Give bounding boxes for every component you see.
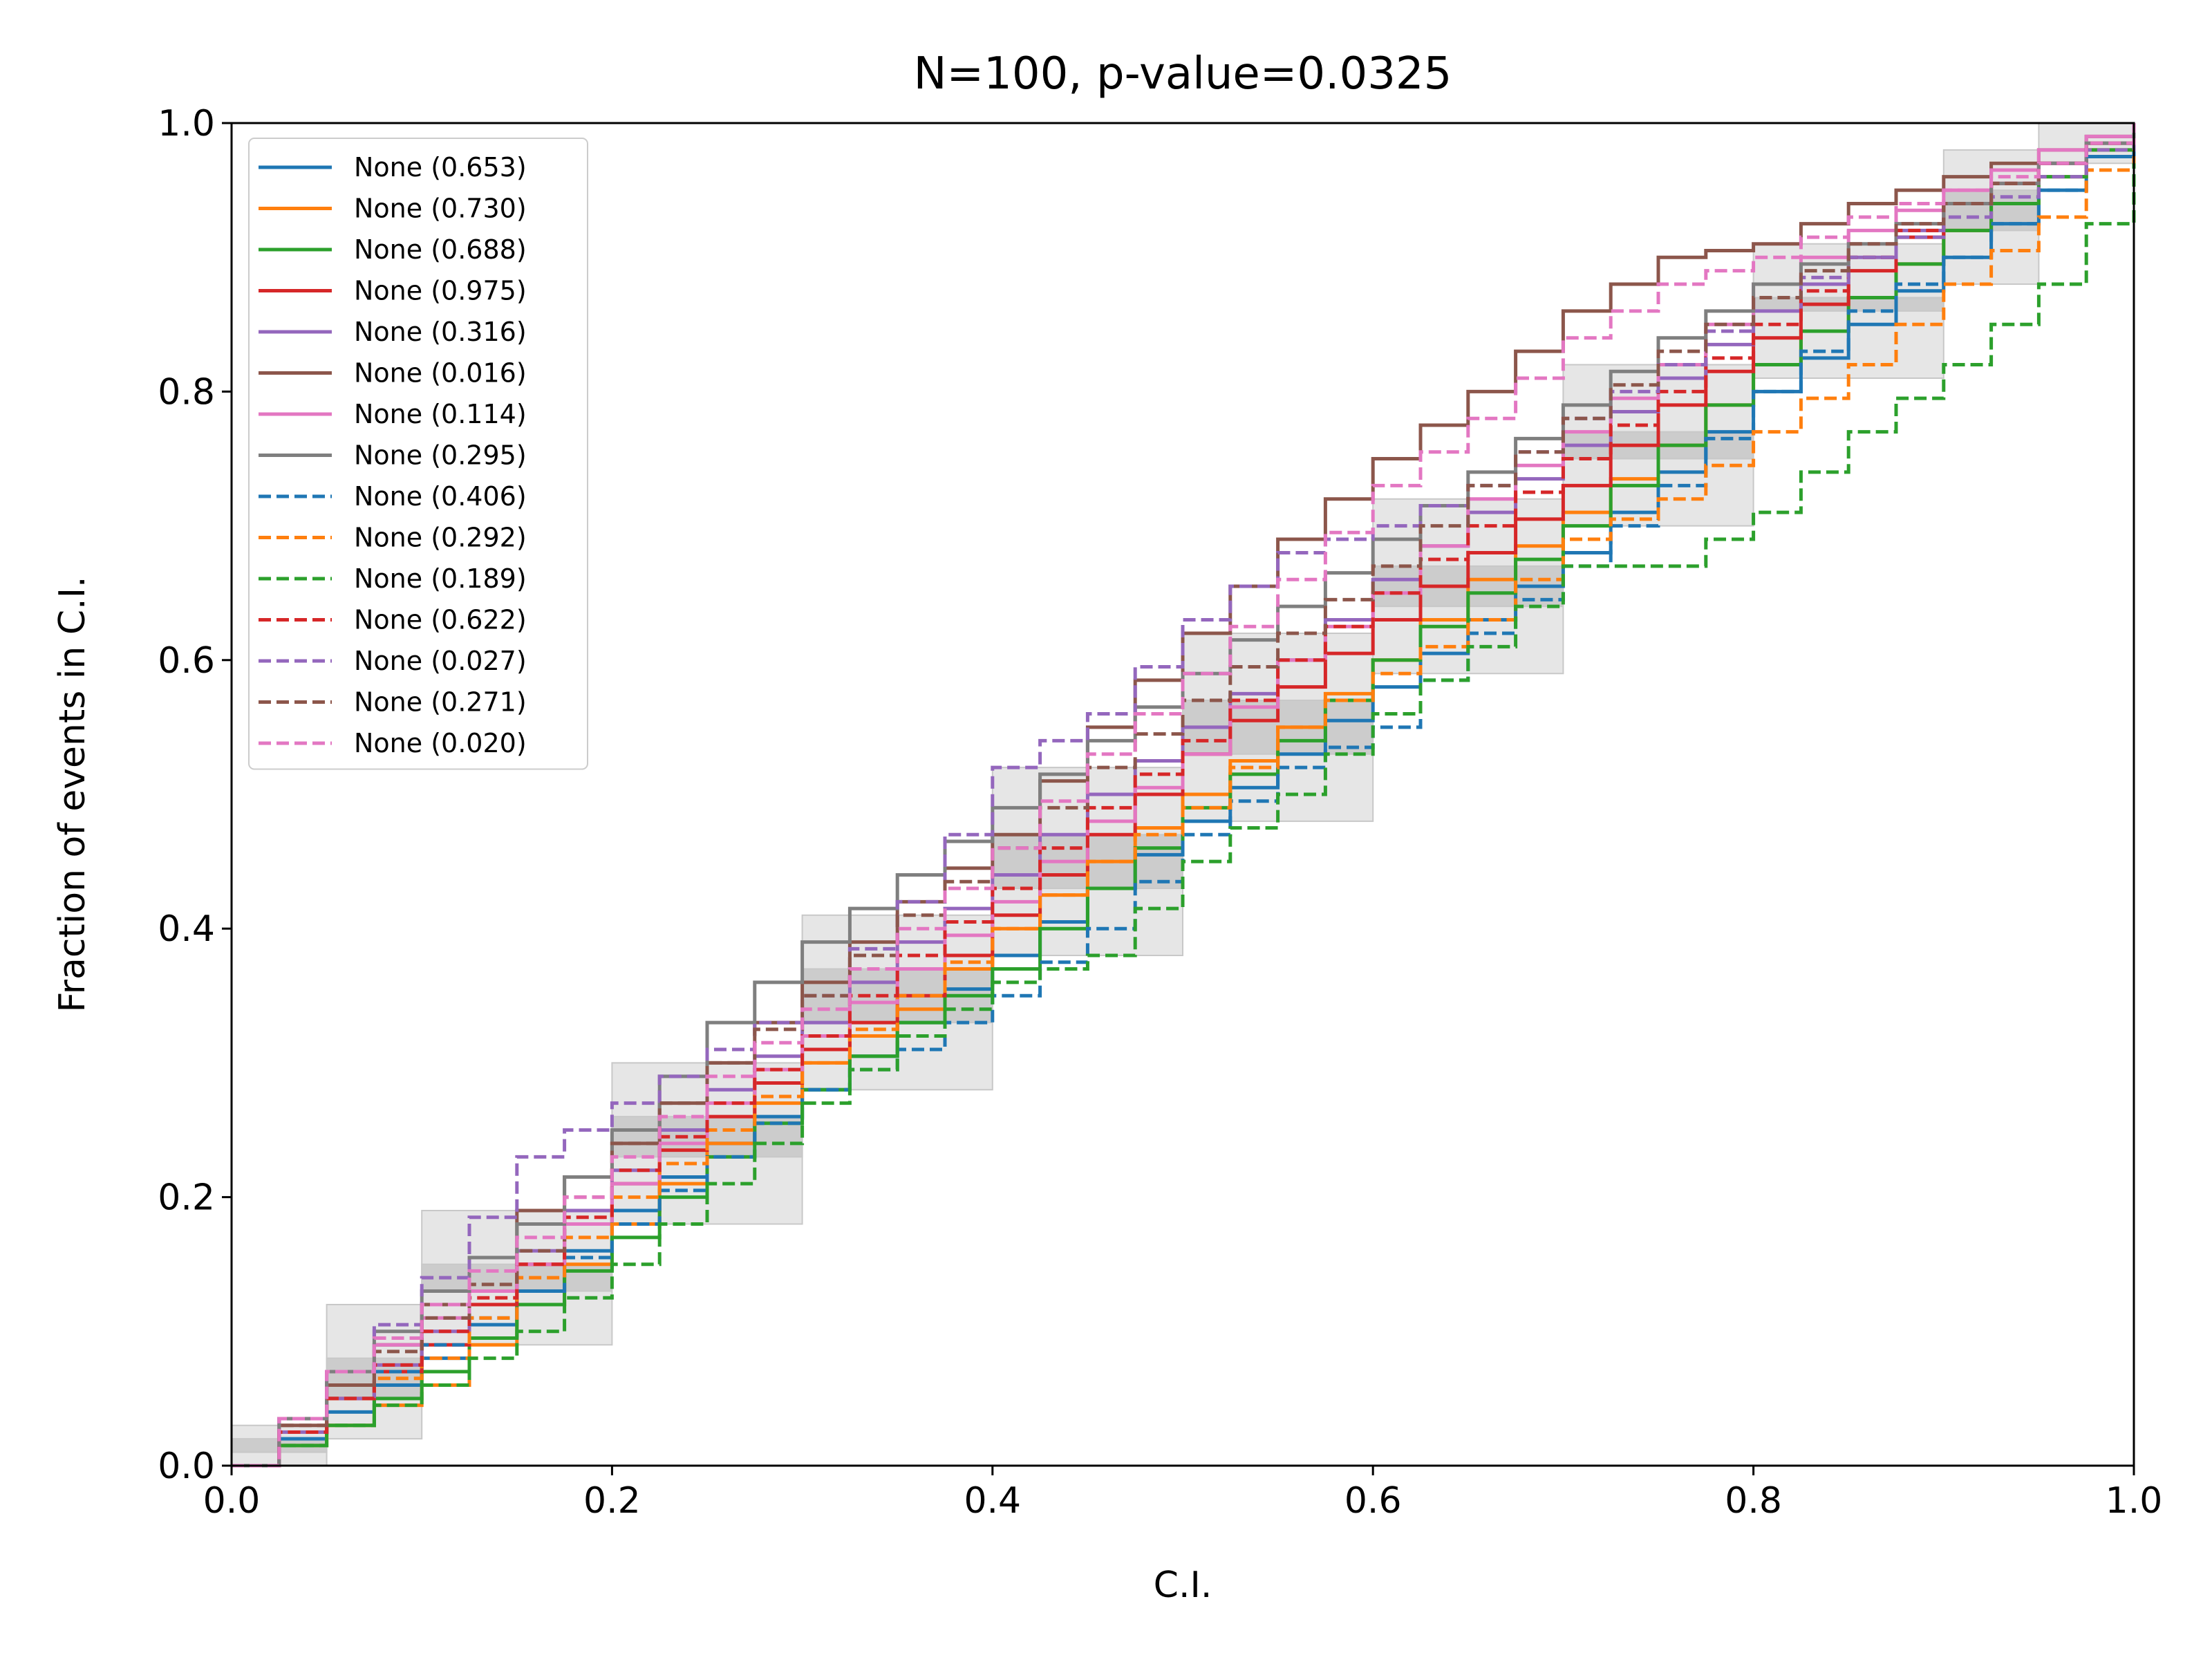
x-tick-label: 0.4 [964, 1480, 1021, 1522]
y-axis-label: Fraction of events in C.I. [52, 576, 93, 1012]
x-tick-label: 0.0 [203, 1480, 261, 1522]
series-line-11 [232, 163, 2136, 1468]
y-tick-label: 0.4 [158, 908, 215, 950]
series-lines [232, 123, 2136, 1468]
legend-label: None (0.292) [354, 523, 527, 553]
axis-ticks: 0.0 0.2 0.4 0.6 0.8 1.0 0.0 0.2 0.4 0.6 0.8 1.0 [158, 103, 2162, 1522]
legend-label: None (0.271) [354, 687, 527, 718]
axes-frame [230, 122, 2135, 1467]
legend-label: None (0.114) [354, 399, 527, 429]
legend-box [248, 138, 588, 770]
legend-label: None (0.016) [354, 358, 527, 389]
x-tick-label: 0.8 [1725, 1480, 1782, 1522]
series-line-15 [232, 123, 2136, 1468]
y-tick-label: 1.0 [158, 103, 215, 144]
legend-label: None (0.730) [354, 194, 527, 224]
x-axis-label: C.I. [1154, 1565, 1212, 1606]
legend: None (0.653) None (0.730) None (0.688) None… [248, 138, 588, 770]
legend-label: None (0.020) [354, 728, 527, 758]
legend-label: None (0.406) [354, 481, 527, 512]
legend-label: None (0.975) [354, 276, 527, 306]
series-line-8 [232, 123, 2136, 1468]
legend-label: None (0.027) [354, 646, 527, 676]
y-tick-label: 0.2 [158, 1177, 215, 1219]
chart-title: N=100, p-value=0.0325 [914, 48, 1452, 100]
legend-label: None (0.316) [354, 317, 527, 347]
y-tick-label: 0.8 [158, 371, 215, 413]
x-tick-label: 0.6 [1344, 1480, 1402, 1522]
series-line-13 [232, 123, 2136, 1468]
legend-label: None (0.688) [354, 234, 527, 265]
series-line-10 [232, 123, 2136, 1468]
x-tick-label: 1.0 [2106, 1480, 2163, 1522]
y-tick-label: 0.0 [158, 1446, 215, 1487]
legend-label: None (0.653) [354, 152, 527, 183]
legend-label: None (0.622) [354, 605, 527, 635]
y-tick-label: 0.6 [158, 640, 215, 682]
legend-label: None (0.189) [354, 563, 527, 594]
legend-label: None (0.295) [354, 440, 527, 471]
x-tick-label: 0.2 [583, 1480, 641, 1522]
